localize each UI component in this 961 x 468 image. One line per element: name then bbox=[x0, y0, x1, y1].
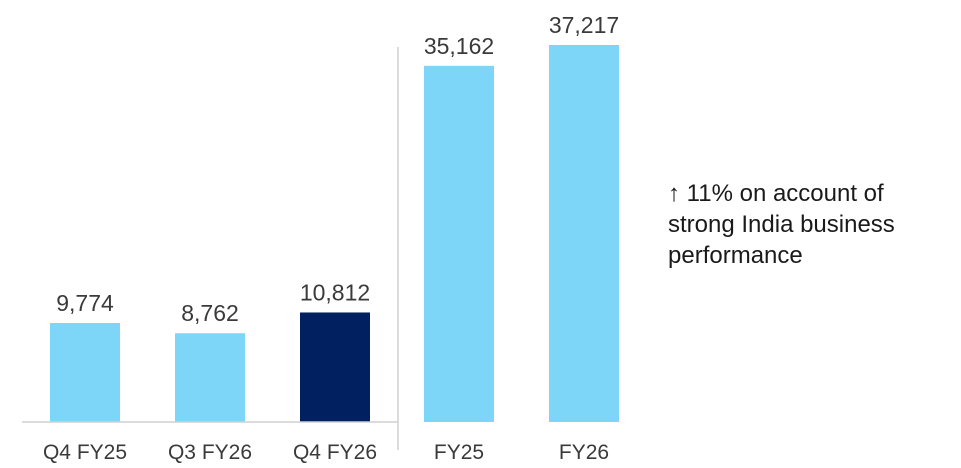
annotation-line-1: ↑ 11% on account of bbox=[668, 178, 953, 209]
bar-chart: 9,774 8,762 10,812 35,162 37,217 Q4 FY25 Q3 F… bbox=[22, 12, 619, 464]
value-label-fy26: 37,217 bbox=[549, 12, 619, 38]
tick-label-q4-fy26: Q4 FY26 bbox=[293, 441, 377, 464]
annotation-line-2: strong India business bbox=[668, 211, 895, 238]
value-label-q3-fy26: 8,762 bbox=[181, 300, 239, 326]
annotation-note: ↑ 11% on account of strong India busines… bbox=[668, 178, 953, 271]
value-label-fy25: 35,162 bbox=[424, 33, 494, 59]
up-arrow-icon: ↑ bbox=[668, 180, 680, 207]
bars-group bbox=[50, 45, 619, 422]
annotation-text-1: 11% on account of bbox=[686, 180, 884, 207]
tick-label-fy26: FY26 bbox=[559, 441, 609, 464]
value-labels-group: 9,774 8,762 10,812 35,162 37,217 bbox=[56, 12, 619, 326]
bar-fy25 bbox=[424, 65, 494, 422]
bar-fy26 bbox=[549, 45, 619, 422]
annotation-line-3: performance bbox=[668, 242, 803, 269]
bar-q4-fy26 bbox=[300, 312, 370, 422]
tick-labels-group: Q4 FY25 Q3 FY26 Q4 FY26 FY25 FY26 bbox=[43, 441, 609, 464]
tick-label-q3-fy26: Q3 FY26 bbox=[168, 441, 252, 464]
tick-label-fy25: FY25 bbox=[434, 441, 484, 464]
value-label-q4-fy25: 9,774 bbox=[56, 290, 114, 316]
tick-label-q4-fy25: Q4 FY25 bbox=[43, 441, 127, 464]
bar-q4-fy25 bbox=[50, 322, 120, 422]
bar-q3-fy26 bbox=[175, 333, 245, 422]
value-label-q4-fy26: 10,812 bbox=[300, 279, 370, 305]
